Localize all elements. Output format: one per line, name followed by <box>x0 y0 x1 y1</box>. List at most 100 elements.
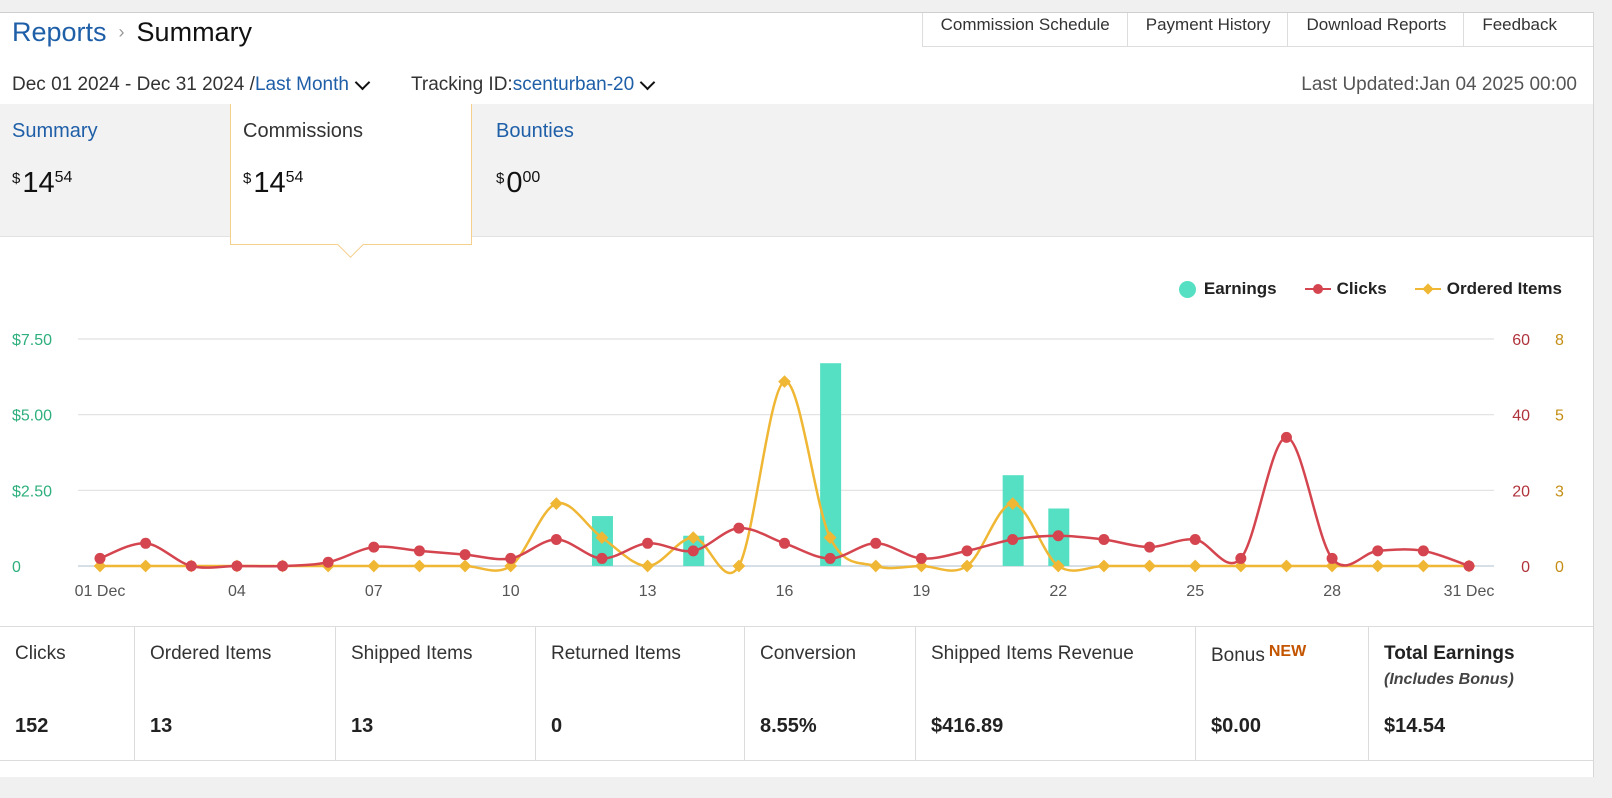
x-axis-tick-label: 13 <box>639 583 657 600</box>
tracking-label: Tracking ID: <box>411 74 513 95</box>
breadcrumb-separator-icon: › <box>118 22 125 42</box>
ordered-items-point <box>367 559 381 573</box>
date-range-text: Dec 01 2024 - Dec 31 2024 / <box>12 74 255 95</box>
stat-value: 152 <box>15 715 49 737</box>
clicks-point <box>231 560 243 572</box>
right-axis-clicks-tick-label: 0 <box>1521 559 1530 576</box>
date-range-selector[interactable]: Dec 01 2024 - Dec 31 2024 / Last Month <box>12 74 378 96</box>
x-axis-tick-label: 16 <box>776 583 794 600</box>
stat-sublabel: (Includes Bonus) <box>1384 671 1514 688</box>
tab-payment-history[interactable]: Payment History <box>1126 13 1288 47</box>
clicks-point <box>140 537 152 549</box>
stat-clicks: Clicks 152 <box>0 627 134 760</box>
stat-value: $0.00 <box>1211 715 1262 737</box>
stat-shipped-items: Shipped Items 13 <box>335 627 535 760</box>
amount-cents: 54 <box>285 169 304 186</box>
card-amount: $ 14 54 <box>12 166 72 200</box>
clicks-point <box>779 537 790 549</box>
tab-feedback[interactable]: Feedback <box>1463 13 1593 47</box>
currency-symbol: $ <box>496 170 505 187</box>
currency-symbol: $ <box>243 170 252 187</box>
breadcrumb: Reports › Summary <box>12 17 252 48</box>
stat-label: Returned Items <box>551 643 681 664</box>
clicks-point <box>596 552 608 564</box>
amount-whole: 14 <box>253 167 286 199</box>
tracking-id-link[interactable]: scenturban-20 <box>512 74 635 95</box>
clicks-point <box>550 534 562 546</box>
clicks-point <box>1463 560 1475 572</box>
x-axis-tick-label: 07 <box>365 583 383 600</box>
ordered-items-point <box>413 559 426 573</box>
legend-label: Ordered Items <box>1446 279 1562 298</box>
x-axis-tick-label: 10 <box>502 583 520 600</box>
last-updated: Last Updated:Jan 04 2025 00:00 <box>1301 74 1577 95</box>
card-summary[interactable]: Summary $ 14 54 <box>0 104 230 236</box>
clicks-point <box>1326 552 1338 564</box>
tab-download-reports[interactable]: Download Reports <box>1287 13 1464 47</box>
ordered-items-point <box>1371 559 1385 573</box>
stat-returned-items: Returned Items 0 <box>535 627 744 760</box>
clicks-point <box>1007 534 1019 546</box>
date-preset-link[interactable]: Last Month <box>254 74 349 95</box>
amount-whole: 0 <box>506 167 523 199</box>
legend-label: Earnings <box>1203 279 1277 298</box>
clicks-point <box>94 552 106 564</box>
legend-clicks[interactable]: Clicks <box>1304 279 1387 299</box>
ordered-items-point <box>1143 559 1156 573</box>
right-axis-orders-tick-label: 8 <box>1555 332 1564 349</box>
amount-whole: 14 <box>22 167 55 199</box>
legend-label: Clicks <box>1336 279 1387 298</box>
clicks-point <box>1189 534 1201 546</box>
x-axis-tick-label: 19 <box>913 583 931 600</box>
x-axis-tick-label: 31 Dec <box>1444 583 1495 600</box>
chevron-down-icon[interactable] <box>639 74 656 90</box>
legend-earnings[interactable]: Earnings <box>1178 279 1277 299</box>
right-axis-orders-tick-label: 5 <box>1555 408 1564 425</box>
clicks-point <box>368 541 380 553</box>
card-title[interactable]: Summary <box>12 120 98 142</box>
stat-label: Clicks <box>15 643 66 664</box>
chevron-down-icon[interactable] <box>354 74 371 90</box>
breadcrumb-reports-link[interactable]: Reports <box>12 17 107 47</box>
ordered-items-point <box>549 497 563 510</box>
clicks-point <box>1372 545 1384 557</box>
card-title: Commissions <box>243 120 364 142</box>
clicks-point <box>277 560 289 572</box>
x-axis-tick-label: 28 <box>1323 583 1341 600</box>
clicks-point <box>687 545 699 557</box>
x-axis-tick-label: 25 <box>1186 583 1204 600</box>
new-badge: NEW <box>1268 643 1307 660</box>
clicks-point <box>642 537 654 549</box>
left-axis-tick-label: 0 <box>12 559 21 576</box>
tracking-id-selector[interactable]: Tracking ID: scenturban-20 <box>411 74 663 96</box>
clicks-line-icon <box>1304 283 1331 295</box>
stat-conversion: Conversion 8.55% <box>744 627 915 760</box>
chart-legend: Earnings Clicks Ordered Items <box>1151 279 1562 299</box>
earnings-dot-icon <box>1178 280 1196 298</box>
right-axis-orders-tick-label: 0 <box>1555 559 1564 576</box>
right-axis-clicks-tick-label: 40 <box>1512 408 1530 425</box>
card-bounties[interactable]: Bounties $ 0 00 <box>484 104 724 236</box>
right-axis-orders-tick-label: 3 <box>1555 483 1564 500</box>
ordered-items-point <box>139 559 152 573</box>
legend-ordered-items[interactable]: Ordered Items <box>1414 279 1562 299</box>
card-commissions[interactable]: Commissions $ 14 54 <box>230 104 472 258</box>
earnings-bar <box>820 363 842 566</box>
stat-total-earnings: Total Earnings (Includes Bonus) $14.54 <box>1368 627 1593 760</box>
clicks-point <box>824 552 836 564</box>
stat-label: Shipped Items Revenue <box>931 643 1134 664</box>
clicks-point <box>413 545 425 557</box>
x-axis-tick-label: 01 Dec <box>75 583 126 600</box>
stat-value: 13 <box>351 715 374 737</box>
stat-label: Ordered Items <box>150 643 272 664</box>
ordered-items-point <box>1188 559 1202 573</box>
bonus-label: Bonus <box>1211 645 1265 666</box>
top-links: Commission Schedule Payment History Down… <box>921 13 1593 47</box>
stats-bar: Clicks 152 Ordered Items 13 Shipped Item… <box>0 626 1593 761</box>
clicks-point <box>185 560 197 572</box>
tab-commission-schedule[interactable]: Commission Schedule <box>921 13 1127 47</box>
stat-label: Shipped Items <box>351 643 473 664</box>
ordered-items-point <box>869 559 883 573</box>
earnings-chart: $7.50 60 8 $5.00 40 5 $2.50 20 3 0 0 0 01 Dec 04 07 10 1… <box>12 332 1564 600</box>
card-title[interactable]: Bounties <box>496 120 574 142</box>
